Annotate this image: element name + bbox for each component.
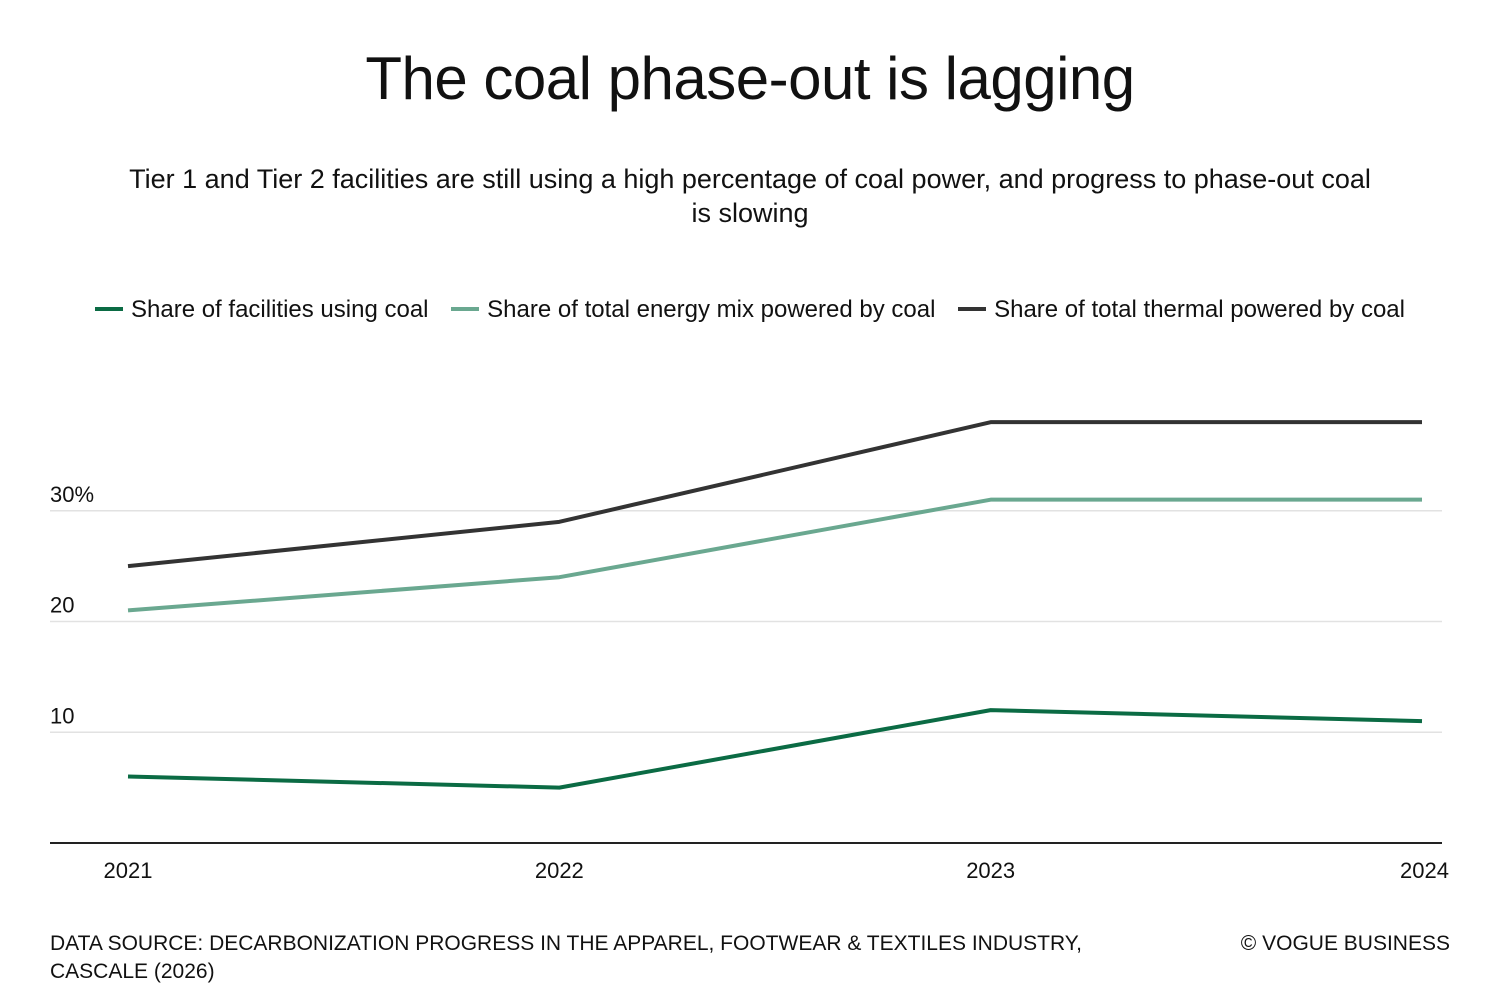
x-tick-label-2021: 2021 [104, 858, 153, 883]
data-source-note: DATA SOURCE: DECARBONIZATION PROGRESS IN… [50, 932, 1082, 983]
y-tick-label-30: 30% [50, 482, 94, 507]
x-tick-label-2024: 2024 [1400, 858, 1449, 883]
x-tick-label-2022: 2022 [535, 858, 584, 883]
legend-label-facilities: Share of facilities using coal [131, 296, 429, 323]
legend-swatch-thermal [958, 306, 987, 311]
y-axis-ticks: 10 20 30% [50, 482, 94, 729]
legend-label-energy-mix: Share of total energy mix powered by coa… [487, 296, 936, 323]
legend-label-thermal: Share of total thermal powered by coal [994, 296, 1405, 323]
copyright-note: © VOGUE BUSINESS [1240, 932, 1450, 955]
chart-subtitle: Tier 1 and Tier 2 facilities are still u… [129, 164, 1371, 228]
legend-item-facilities: Share of facilities using coal [95, 296, 435, 323]
series-line-facilities [127, 708, 1423, 790]
gridlines [50, 510, 1442, 733]
legend-swatch-energy-mix [451, 306, 480, 311]
y-tick-label-20: 20 [50, 593, 74, 618]
series-lines [127, 420, 1423, 790]
series-line-thermal [127, 420, 1422, 569]
x-tick-label-2023: 2023 [966, 858, 1015, 883]
legend-item-energy-mix: Share of total energy mix powered by coa… [451, 296, 942, 323]
legend-item-thermal: Share of total thermal powered by coal [958, 296, 1405, 323]
series-line-energy-mix [127, 497, 1422, 613]
legend: Share of facilities using coal Share of … [50, 292, 1450, 328]
y-tick-label-10: 10 [50, 703, 74, 728]
x-axis-ticks: 2021 2022 2023 2024 [104, 858, 1449, 883]
legend-swatch-facilities [95, 306, 123, 311]
chart-title: The coal phase-out is lagging [365, 45, 1135, 112]
